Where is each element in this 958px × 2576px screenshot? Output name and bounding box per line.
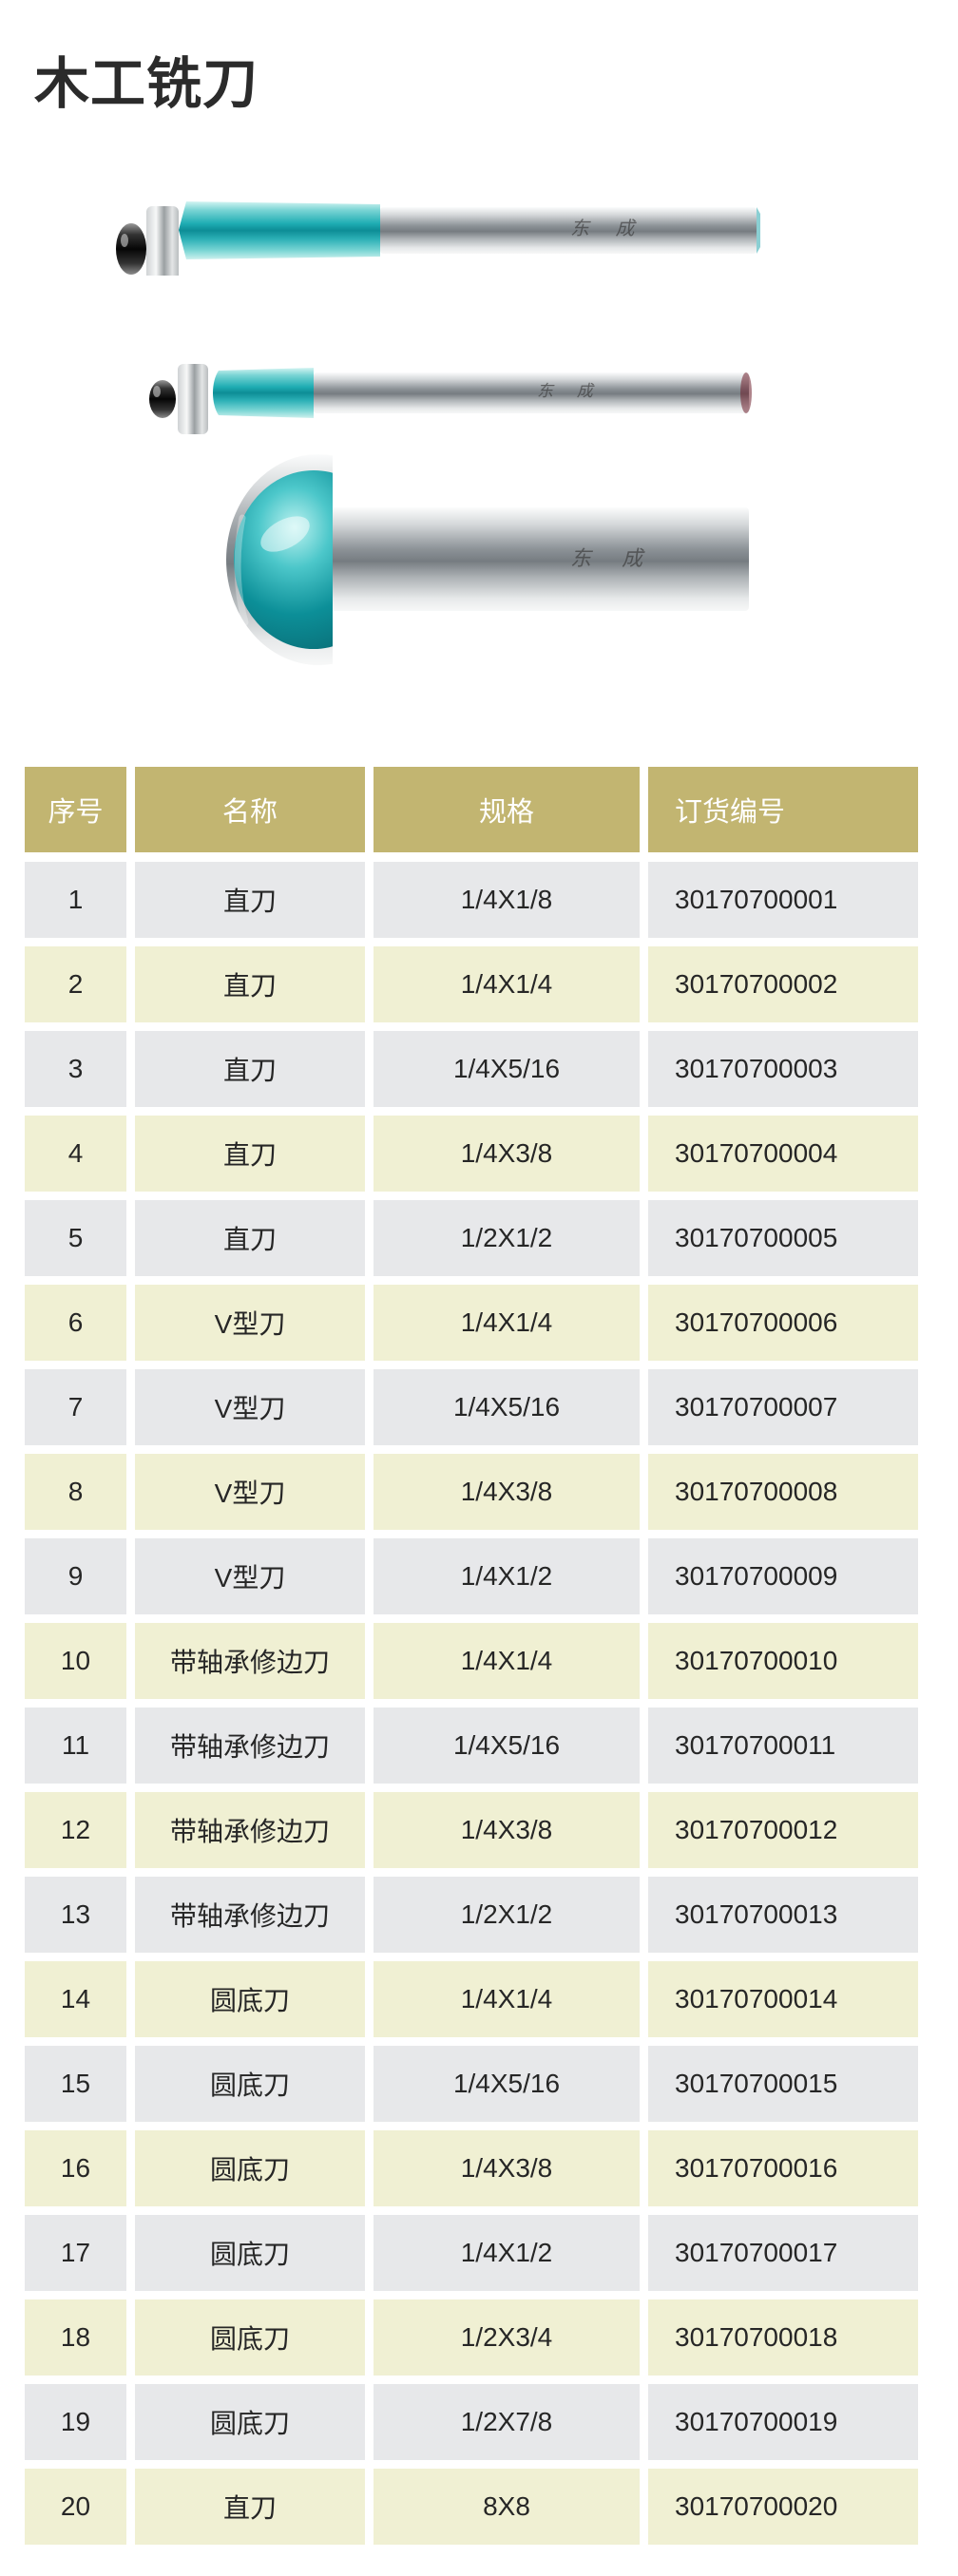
svg-text:东 成: 东 成 [570,219,645,239]
svg-text:东 成: 东 成 [537,382,603,400]
svg-text:东 成: 东 成 [570,546,655,570]
